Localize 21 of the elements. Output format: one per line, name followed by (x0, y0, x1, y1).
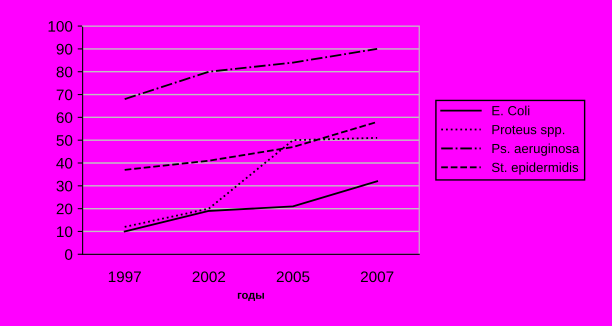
y-tick-label: 30 (56, 180, 72, 192)
x-tick-label: 1997 (108, 271, 141, 282)
line-series (124, 48, 378, 100)
y-tick-label: 40 (56, 158, 72, 169)
legend-label: E. Coli (492, 106, 530, 116)
y-tick-label: 70 (56, 89, 72, 100)
y-tick-label: 90 (56, 44, 72, 55)
x-tick-label: 2005 (276, 271, 310, 282)
legend-label: Proteus spp. (492, 125, 564, 137)
legend-label: Ps. aeruginosa (492, 143, 580, 156)
y-tick-label: 100 (48, 20, 72, 32)
x-tick-label: 2007 (360, 271, 394, 282)
y-tick-label: 20 (56, 204, 72, 214)
y-tick-label: 80 (56, 66, 72, 78)
y-tick-label: 50 (56, 135, 72, 146)
y-tick-label: 60 (56, 112, 72, 124)
legend-label: St. epidermidis (492, 162, 578, 175)
y-tick-label: 10 (57, 226, 72, 238)
y-tick-label: 0 (65, 249, 72, 260)
x-axis-title: годы (238, 292, 264, 302)
x-tick-label: 2002 (192, 271, 226, 282)
